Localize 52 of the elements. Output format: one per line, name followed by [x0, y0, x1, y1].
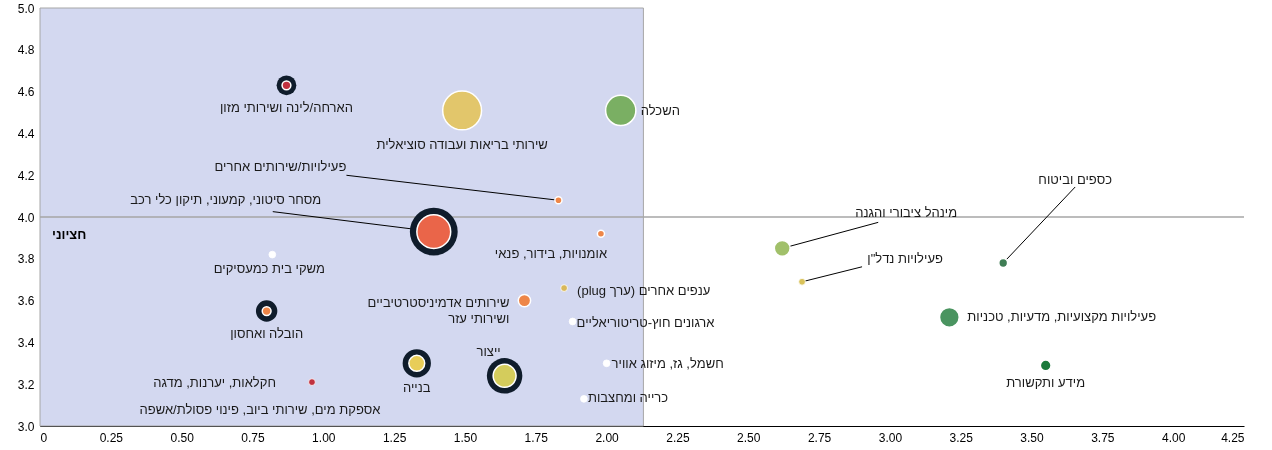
x-tick-label: 4.25 — [1221, 430, 1245, 445]
x-tick-label: 1.25 — [382, 430, 407, 445]
y-tick-label: 4.4 — [17, 126, 35, 141]
y-tick-label: 3.4 — [17, 335, 35, 350]
annotation: שירותי בריאות ועבודה סוציאלית — [376, 137, 548, 153]
y-tick-label: 5.0 — [17, 1, 35, 16]
x-tick-label: 1.00 — [312, 430, 336, 445]
x-tick-label: 3.00 — [878, 430, 903, 445]
y-tick-label: 3.6 — [17, 294, 35, 309]
y-tick-label: 4.2 — [17, 168, 35, 183]
annotation: השכלה — [640, 103, 680, 119]
x-tick-label: 0.25 — [99, 430, 124, 445]
x-tick-label: 2.50 — [737, 430, 761, 445]
x-tick-label: 0.75 — [241, 430, 265, 445]
annotation: ענפים אחרים (ערך plug) — [577, 283, 711, 299]
x-tick-label: 3.75 — [1091, 430, 1115, 445]
x-tick-label: 0.50 — [170, 430, 195, 445]
x-tick-label: 3.50 — [1020, 430, 1045, 445]
x-tick-label: 3.25 — [949, 430, 974, 445]
annotation: הארחה/לינה ושירותי מזון — [219, 100, 353, 116]
annotation: כרייה ומחצבות — [587, 389, 669, 405]
annotation: מידע ותקשורת — [1006, 375, 1086, 391]
x-tick-label: 1.75 — [524, 430, 549, 445]
annotation: מינהל ציבורי והגנה — [855, 205, 958, 221]
annotation: בנייה — [402, 380, 431, 396]
x-tick-label: 2.25 — [666, 430, 690, 445]
annotation: כספים וביטוח — [1038, 171, 1113, 187]
annotation: פעילויות מקצועיות, מדעיות, טכניות — [967, 309, 1157, 325]
y-tick-label: 3.2 — [17, 377, 35, 392]
x-tick-label: 4.00 — [1162, 430, 1186, 445]
y-tick-label: 4.0 — [17, 210, 35, 225]
x-tick-label: 2.00 — [595, 430, 620, 445]
annotation: שירותים אדמיניסטרטיביים ושירותי עזר — [367, 294, 510, 326]
x-tick-label: 0 — [40, 430, 48, 445]
annotation: פעילויות/שירותים אחרים — [214, 159, 347, 175]
annotation: חקלאות, יערנות, מדגה — [153, 375, 276, 391]
y-tick-label: 3.0 — [17, 419, 35, 434]
y-tick-label: 3.8 — [17, 252, 35, 267]
annotation: משקי בית כמעסיקים — [213, 260, 325, 276]
annotation: מסחר סיטוני, קמעוני, תיקון כלי רכב — [130, 191, 322, 207]
x-tick-label: 1.50 — [453, 430, 478, 445]
annotation: ייצור — [476, 343, 501, 359]
annotation: פעילויות נדל"ן — [867, 250, 943, 266]
ref-line-label: חציוני — [52, 227, 87, 242]
annotation: אספקת מים, שירותי ביוב, פינוי פסולת/אשפה — [139, 402, 381, 417]
annotation: ארגונים חוץ-טריטוריאליים — [576, 314, 715, 330]
y-tick-label: 4.8 — [17, 43, 35, 58]
annotation: הובלה ואחסון — [230, 326, 304, 342]
annotation: אומנויות, בידור, פנאי — [494, 245, 608, 261]
annotation: חשמל, גז, מיזוג אוויר — [611, 356, 724, 372]
y-tick-label: 4.6 — [17, 85, 35, 100]
x-tick-label: 2.75 — [807, 430, 832, 445]
